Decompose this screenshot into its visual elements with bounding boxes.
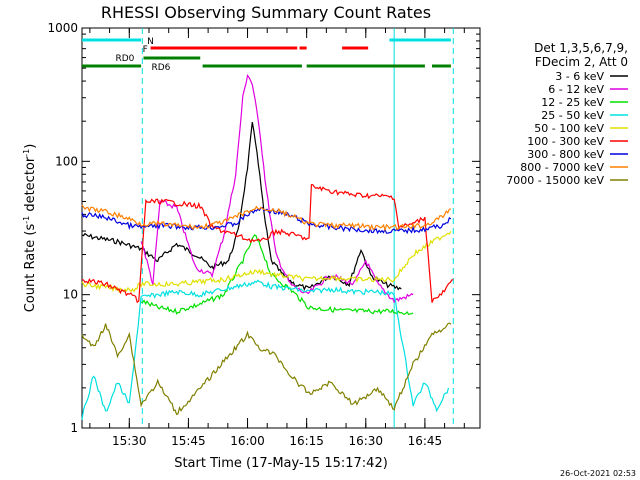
legend-label: 50 - 100 keV: [534, 122, 604, 135]
x-axis-label: Start Time (17-May-15 15:17:42): [174, 456, 388, 471]
series-line-5: [81, 184, 454, 304]
legend-label: 300 - 800 keV: [527, 148, 604, 161]
footer-date: 26-Oct-2021 02:53: [560, 469, 636, 478]
x-tick-label: 15:30: [112, 434, 147, 448]
series-layer: [81, 74, 454, 420]
x-tick-label: 16:45: [408, 434, 443, 448]
legend-label: 6 - 12 keV: [548, 83, 604, 96]
flag-bars: NF RD0 RD6: [82, 37, 451, 73]
chart-title: RHESSI Observing Summary Count Rates: [101, 3, 431, 22]
series-line-2: [141, 234, 414, 316]
y-tick-label: 100: [55, 154, 78, 168]
series-line-1: [140, 74, 414, 304]
x-tick-label: 15:45: [171, 434, 206, 448]
legend-label: 3 - 6 keV: [555, 70, 604, 83]
series-line-3: [81, 279, 450, 420]
legend-label: 12 - 25 keV: [541, 96, 604, 109]
x-tick-label: 16:00: [230, 434, 265, 448]
series-line-7: [81, 204, 452, 232]
reference-lines: [141, 28, 454, 428]
legend: Det 1,3,5,6,7,9, FDecim 2, Att 0 3 - 6 k…: [506, 41, 628, 187]
legend-label: 7000 - 15000 keV: [506, 174, 604, 187]
flag-label: F: [143, 45, 148, 55]
flag-label: RD0: [115, 54, 134, 64]
y-tick-label: 1: [70, 421, 78, 435]
legend-label: 100 - 300 keV: [527, 135, 604, 148]
y-tick-label: 10: [63, 288, 78, 302]
legend-header-line-1: Det 1,3,5,6,7,9,: [534, 41, 628, 55]
y-axis: 1 10 100 1000: [47, 21, 480, 435]
legend-label: 25 - 50 keV: [541, 109, 604, 122]
y-tick-label: 1000: [47, 21, 78, 35]
x-tick-label: 16:30: [348, 434, 383, 448]
flag-label: RD6: [151, 63, 170, 73]
legend-header-line-2: FDecim 2, Att 0: [535, 55, 628, 69]
x-axis: 15:30 15:45 16:00 16:15 16:30 16:45: [89, 28, 465, 448]
plot-frame: [81, 27, 481, 429]
legend-label: 800 - 7000 keV: [520, 161, 604, 174]
series-line-8: [81, 322, 452, 416]
series-line-4: [81, 230, 452, 293]
x-tick-label: 16:15: [289, 434, 324, 448]
flag-label: N: [147, 37, 154, 47]
y-axis-label: Count Rate (s-1 detector-1): [22, 144, 38, 313]
series-line-0: [81, 121, 402, 292]
